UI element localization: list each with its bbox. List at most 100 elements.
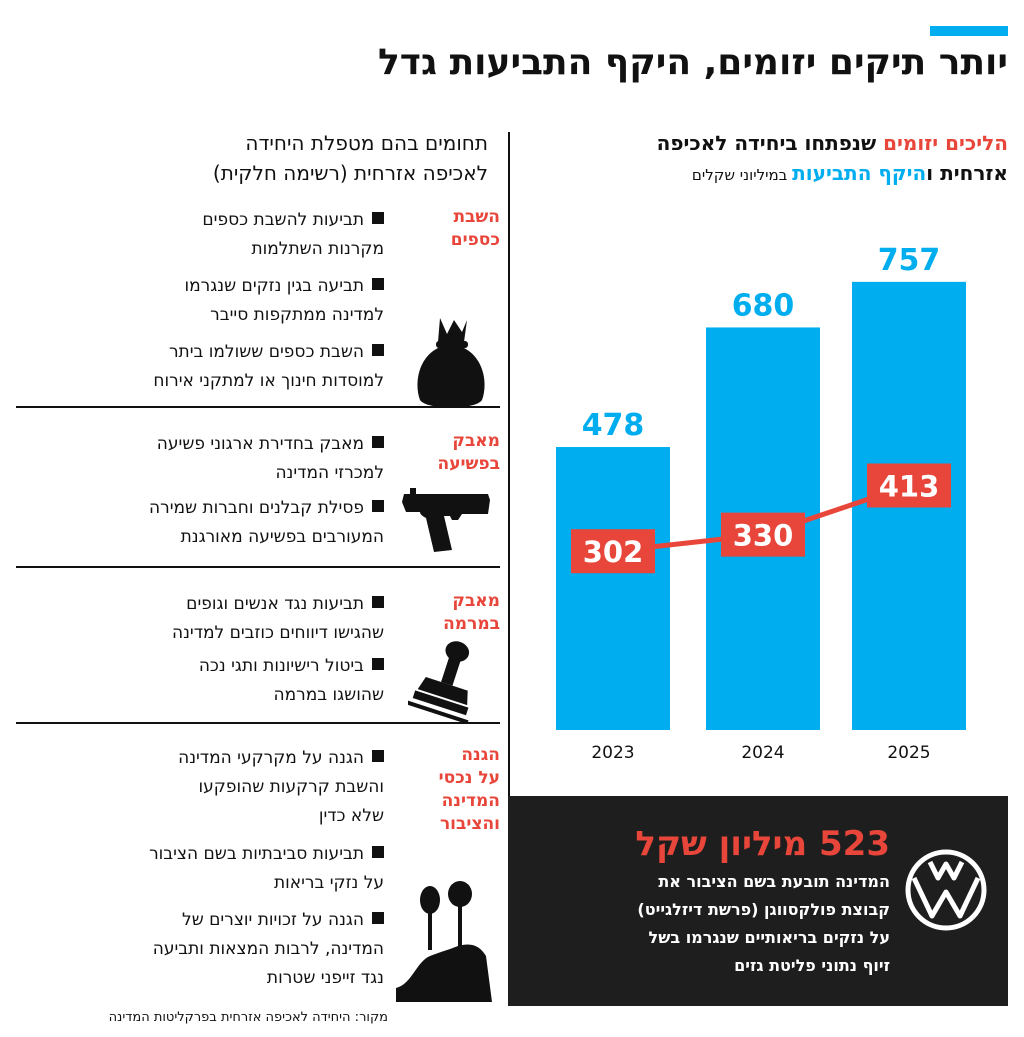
list-item-text: הגנה על זכויות יוצרים של bbox=[182, 910, 364, 930]
section-label-line: מאבק bbox=[452, 431, 500, 451]
vw-description: המדינה תובעת בשם הציבור את קבוצת פולקסוו… bbox=[530, 868, 890, 980]
list-item-line: ביטול רישיונות ותגי נכה bbox=[44, 652, 384, 681]
x-tick-label: 2025 bbox=[887, 743, 930, 763]
vw-description-line: המדינה תובעת בשם הציבור את bbox=[658, 872, 890, 891]
list-item-line: השבת כספים ששולמו ביתר bbox=[44, 338, 384, 367]
line-point-box bbox=[571, 529, 655, 574]
list-item-line: המעורבים בפשיעה מאורגנת bbox=[180, 527, 384, 547]
section-divider bbox=[16, 566, 500, 568]
section-fight-fraud: מאבק במרמה תביעות נגד אנשים וגופים שהגיש… bbox=[16, 590, 500, 722]
volkswagen-box: 523 מיליון שקל המדינה תובעת בשם הציבור א… bbox=[508, 796, 1008, 1006]
list-item: הגנה על זכויות יוצרים של המדינה, לרבות ה… bbox=[44, 906, 384, 993]
list-item-line: המדינה, לרבות המצאות ותביעה bbox=[152, 939, 384, 959]
list-item-line: נגד זייפני שטרות bbox=[266, 968, 384, 988]
bullet-square-icon bbox=[372, 278, 384, 290]
vw-description-line: זיוף נתוני פליטת גזים bbox=[734, 956, 890, 975]
bullet-square-icon bbox=[372, 912, 384, 924]
line-point-box bbox=[721, 512, 805, 557]
line-value-label: 302 bbox=[583, 535, 644, 569]
categories-title-line2: לאכיפה אזרחית (רשימה חלקית) bbox=[212, 161, 488, 185]
list-item: תביעות סביבתיות בשם הציבור על נזקי בריאו… bbox=[44, 840, 384, 898]
line-value-label: 413 bbox=[879, 470, 940, 504]
list-item-line: על נזקי בריאות bbox=[273, 873, 384, 893]
column-divider bbox=[508, 132, 510, 796]
section-protect-assets: הגנה על נכסי המדינה והציבור הגנה על מקרק… bbox=[16, 744, 500, 1004]
list-item-text: פסילת קבלנים וחברות שמירה bbox=[149, 498, 364, 518]
section-label-line: על נכסי bbox=[438, 768, 500, 788]
rubber-stamp-icon bbox=[408, 641, 470, 722]
section-label: מאבק בפשיעה bbox=[400, 430, 500, 476]
section-money-recovery: השבת כספים תביעות להשבת כספים מקרנות השת… bbox=[16, 206, 500, 408]
bar-value-label: 680 bbox=[732, 288, 795, 323]
section-label-line: בפשיעה bbox=[437, 454, 500, 474]
bullet-square-icon bbox=[372, 344, 384, 356]
list-item: השבת כספים ששולמו ביתר למוסדות חינוך או … bbox=[44, 338, 384, 396]
vw-description-line: על נזקים בריאותיים שנגרמו בשל bbox=[648, 928, 890, 947]
bar-line-chart: 478 2023 680 2024 757 2025 302 330 413 bbox=[556, 243, 966, 763]
list-item-line: תביעות להשבת כספים bbox=[44, 206, 384, 235]
list-item: ביטול רישיונות ותגי נכה שהושגו במרמה bbox=[44, 652, 384, 710]
list-item-line: מקרנות השתלמות bbox=[251, 239, 384, 259]
section-label-line: והציבור bbox=[439, 814, 500, 834]
list-item-text: תביעות נגד אנשים וגופים bbox=[186, 594, 364, 614]
list-item-line: שהושגו במרמה bbox=[273, 685, 385, 705]
source-note: מקור: היחידה לאכיפה אזרחית בפרקליטות המד… bbox=[108, 1010, 388, 1025]
section-label: השבת כספים bbox=[400, 206, 500, 252]
list-item-line: תביעה בגין נזקים שנגרמו bbox=[44, 272, 384, 301]
bullet-square-icon bbox=[372, 750, 384, 762]
bullet-square-icon bbox=[372, 658, 384, 670]
list-item-text: תביעות להשבת כספים bbox=[202, 210, 364, 230]
bar-2023 bbox=[556, 447, 670, 730]
list-item-line: הגנה על מקרקעי המדינה bbox=[44, 744, 384, 773]
list-item-line: תביעות סביבתיות בשם הציבור bbox=[44, 840, 384, 869]
list-item-text: תביעה בגין נזקים שנגרמו bbox=[184, 276, 365, 296]
categories-title-line1: תחומים בהם מטפלת היחידה bbox=[245, 131, 488, 155]
bullet-square-icon bbox=[372, 846, 384, 858]
list-item-line: מאבק בחדירת ארגוני פשיעה bbox=[44, 430, 384, 459]
list-item-text: ביטול רישיונות ותגי נכה bbox=[198, 656, 364, 676]
vw-logo-icon bbox=[905, 849, 987, 931]
chart-subtitle-line1: הליכים יזומים שנפתחו ביחידה לאכיפה bbox=[528, 128, 1008, 158]
list-item-text: הגנה על מקרקעי המדינה bbox=[178, 748, 364, 768]
section-label-line: מאבק bbox=[452, 591, 500, 611]
bullet-square-icon bbox=[372, 500, 384, 512]
list-item-line: למוסדות חינוך או למתקני אירוח bbox=[153, 371, 384, 391]
bar-value-label: 757 bbox=[878, 243, 941, 278]
pistol-icon bbox=[402, 488, 490, 552]
list-item-text: השבת כספים ששולמו ביתר bbox=[168, 342, 364, 362]
line-value-label: 330 bbox=[733, 519, 794, 553]
vw-description-line: קבוצת פולקסווגן (פרשת דיזלגייט) bbox=[637, 900, 890, 919]
section-label: מאבק במרמה bbox=[400, 590, 500, 636]
subtitle-mid-text: שנפתחו ביחידה לאכיפה bbox=[656, 131, 884, 155]
list-item-line: פסילת קבלנים וחברות שמירה bbox=[44, 494, 384, 523]
section-fight-crime: מאבק בפשיעה מאבק בחדירת ארגוני פשיעה למכ… bbox=[16, 430, 500, 566]
page-title: יותר תיקים יזומים, היקף התביעות גדל bbox=[378, 42, 1008, 83]
landscape-trees-icon bbox=[396, 881, 492, 1002]
subtitle-red-text: הליכים יזומים bbox=[883, 131, 1008, 155]
subtitle-blue-text: היקף התביעות bbox=[792, 161, 927, 185]
list-item-text: תביעות סביבתיות בשם הציבור bbox=[149, 844, 364, 864]
bullet-square-icon bbox=[372, 596, 384, 608]
list-item: תביעות נגד אנשים וגופים שהגישו דיווחים כ… bbox=[44, 590, 384, 648]
subtitle-line2-start: אזרחית ו bbox=[926, 161, 1008, 185]
list-item-line: למכרזי המדינה bbox=[275, 463, 384, 483]
list-item-line: הגנה על זכויות יוצרים של bbox=[44, 906, 384, 935]
list-item: תביעות להשבת כספים מקרנות השתלמות bbox=[44, 206, 384, 264]
list-item: הגנה על מקרקעי המדינה והשבת קרקעות שהופק… bbox=[44, 744, 384, 831]
list-item: מאבק בחדירת ארגוני פשיעה למכרזי המדינה bbox=[44, 430, 384, 488]
section-label: הגנה על נכסי המדינה והציבור bbox=[400, 744, 500, 836]
list-item-line: שהגישו דיווחים כוזבים למדינה bbox=[171, 623, 384, 643]
bar-value-label: 478 bbox=[582, 408, 645, 443]
list-item-line: והשבת קרקעות שהופקעו bbox=[198, 777, 385, 797]
section-label-line: במרמה bbox=[443, 614, 500, 634]
list-item-line: למדינה ממתקפות סייבר bbox=[210, 305, 384, 325]
list-item: פסילת קבלנים וחברות שמירה המעורבים בפשיע… bbox=[44, 494, 384, 552]
section-label-line: המדינה bbox=[441, 791, 500, 811]
section-label-line: כספים bbox=[450, 230, 500, 250]
categories-title: תחומים בהם מטפלת היחידה לאכיפה אזרחית (ר… bbox=[18, 128, 488, 188]
bullet-square-icon bbox=[372, 436, 384, 448]
section-label-line: הגנה bbox=[461, 745, 500, 765]
vw-headline: 523 מיליון שקל bbox=[635, 824, 890, 864]
chart-subtitle: הליכים יזומים שנפתחו ביחידה לאכיפה אזרחי… bbox=[528, 128, 1008, 190]
section-label-line: השבת bbox=[453, 207, 500, 227]
